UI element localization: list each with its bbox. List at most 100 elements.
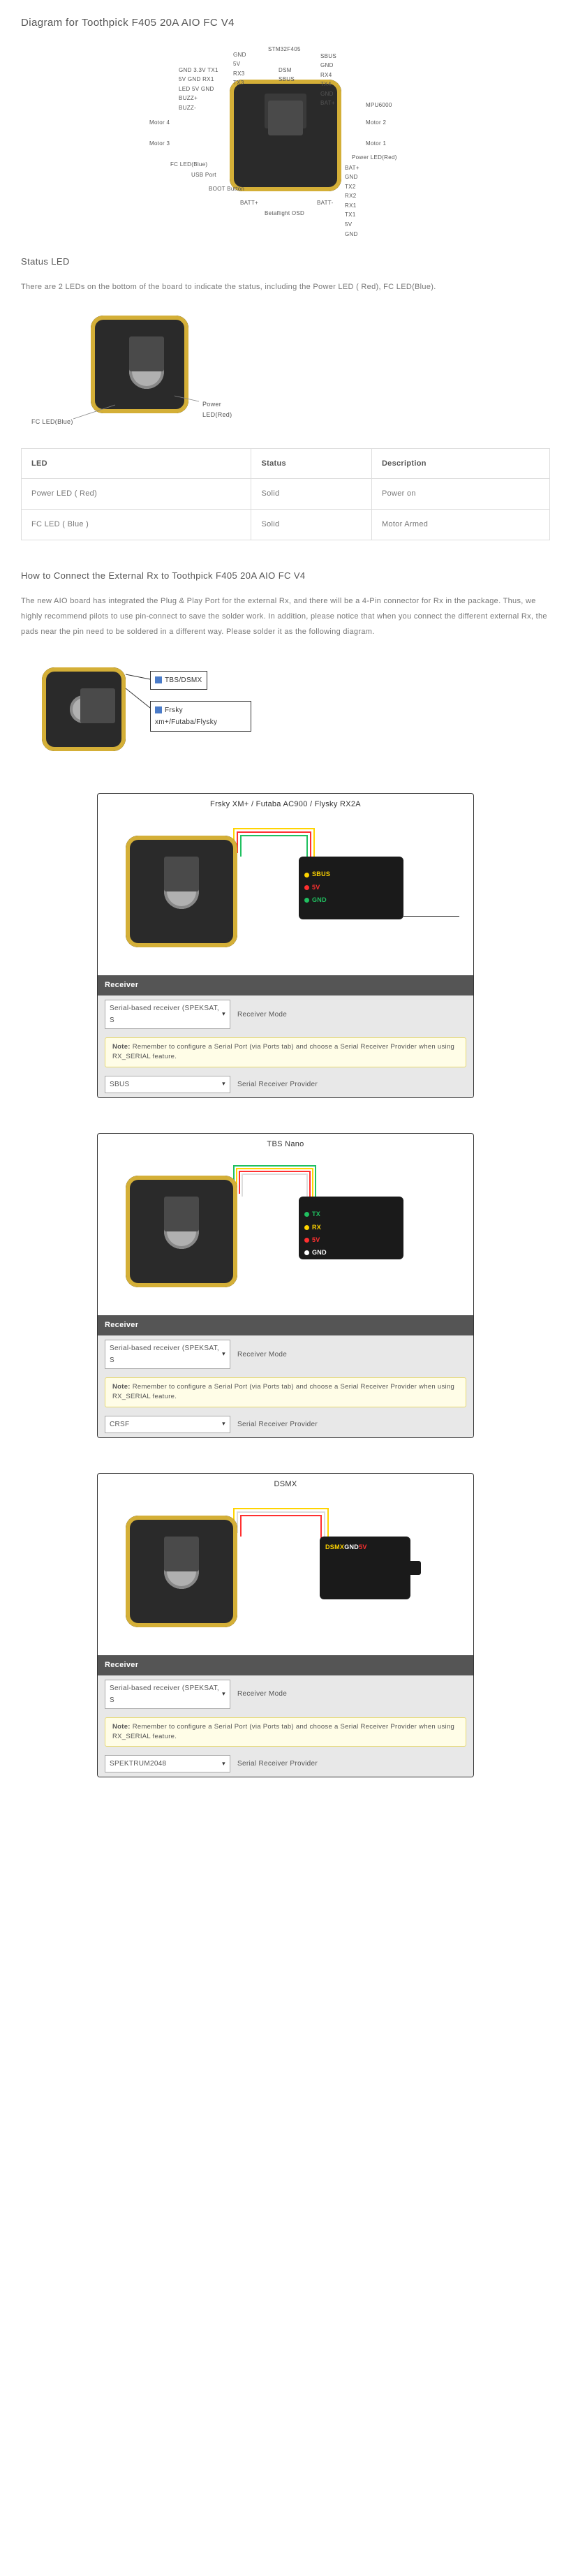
lbl-motor1: Motor 1 <box>366 139 386 149</box>
lbl-motor2: Motor 2 <box>366 118 386 128</box>
receiver-panel: Receiver Serial-based receiver (SPEKSAT,… <box>98 1315 473 1437</box>
rx-small-board <box>42 667 126 751</box>
antenna-icon <box>403 916 459 917</box>
lbl-osd: Betaflight OSD <box>265 209 304 219</box>
table-cell: Solid <box>251 509 371 540</box>
rx-module: SBUS 5V GND <box>299 857 403 919</box>
wiring-body: SBUS 5V GND <box>98 815 473 975</box>
coin-cell-icon-3 <box>164 874 199 909</box>
note-box: Note: Remember to configure a Serial Por… <box>105 1377 466 1407</box>
receiver-mode-row: Serial-based receiver (SPEKSAT, S Receiv… <box>98 995 473 1033</box>
coin-cell-icon-3 <box>164 1214 199 1249</box>
rx-pin-row: RX <box>304 1222 398 1233</box>
lbl-sbus-box: SBUSGNDRX4TX4GNDBAT+ <box>320 52 336 109</box>
receiver-mode-select[interactable]: Serial-based receiver (SPEKSAT, S <box>105 1680 230 1709</box>
receiver-panel: Receiver Serial-based receiver (SPEKSAT,… <box>98 1655 473 1777</box>
receiver-provider-label: Serial Receiver Provider <box>237 1419 318 1430</box>
receiver-header: Receiver <box>98 1655 473 1675</box>
note-box: Note: Remember to configure a Serial Por… <box>105 1037 466 1067</box>
table-cell: Power LED ( Red) <box>22 479 251 510</box>
lbl-pwrled2: Power LED(Red) <box>202 399 244 421</box>
receiver-panel: Receiver Serial-based receiver (SPEKSAT,… <box>98 975 473 1097</box>
rx-pin-row: 5V <box>359 1544 367 1550</box>
coin-cell-icon-3 <box>164 1554 199 1589</box>
wiring-card-title: DSMX <box>98 1474 473 1495</box>
receiver-mode-label: Receiver Mode <box>237 1009 287 1021</box>
receiver-mode-row: Serial-based receiver (SPEKSAT, S Receiv… <box>98 1675 473 1713</box>
table-cell: Motor Armed <box>371 509 549 540</box>
main-diagram-section: Diagram for Toothpick F405 20A AIO FC V4… <box>21 14 550 226</box>
blue-square-icon <box>155 676 162 683</box>
rx-pin-row: 5V <box>304 1235 398 1245</box>
receiver-provider-label: Serial Receiver Provider <box>237 1758 318 1770</box>
lbl-boot: BOOT Button <box>209 184 244 194</box>
led-table: LED Status Description Power LED ( Red)S… <box>21 448 550 540</box>
chip-icon <box>265 94 306 128</box>
receiver-provider-select[interactable]: SPEKTRUM2048 <box>105 1755 230 1772</box>
rx-pin-row: GND <box>304 895 398 905</box>
table-header-row: LED Status Description <box>22 448 550 479</box>
lbl-pwrled: Power LED(Red) <box>352 153 397 163</box>
wiring-body: TX RX 5V GND <box>98 1155 473 1315</box>
lbl-leftblock: GND 3.3V TX15V GND RX1LED 5V GNDBUZZ+BUZ… <box>179 66 218 113</box>
dsmx-antenna-icon <box>400 1561 421 1575</box>
callout-frsky-text: Frsky xm+/Futaba/Flysky <box>155 706 217 726</box>
rx-pin-row: TX <box>304 1209 398 1220</box>
rx-pin-row: DSMX <box>325 1544 344 1550</box>
rx-small-diagram: TBS/DSMX Frsky xm+/Futaba/Flysky <box>42 660 251 765</box>
rx-desc: The new AIO board has integrated the Plu… <box>21 593 550 639</box>
lbl-stm32: STM32F405 <box>268 45 301 54</box>
wiring-board-image <box>126 1176 237 1287</box>
wiring-card: Frsky XM+ / Futaba AC900 / Flysky RX2A S… <box>97 793 474 1098</box>
receiver-provider-label: Serial Receiver Provider <box>237 1079 318 1090</box>
table-cell: Power on <box>371 479 549 510</box>
callout-tbs-text: TBS/DSMX <box>165 676 202 684</box>
receiver-provider-row: SBUS Serial Receiver Provider <box>98 1072 473 1097</box>
status-diagram: FC LED(Blue) Power LED(Red) <box>35 309 244 427</box>
wiring-card-title: TBS Nano <box>98 1134 473 1155</box>
receiver-mode-select[interactable]: Serial-based receiver (SPEKSAT, S <box>105 1340 230 1369</box>
status-title: Status LED <box>21 254 550 269</box>
main-title: Diagram for Toothpick F405 20A AIO FC V4 <box>21 14 550 32</box>
callout-frsky: Frsky xm+/Futaba/Flysky <box>150 701 251 732</box>
rx-title: How to Connect the External Rx to Toothp… <box>21 568 550 584</box>
rx-module: TX RX 5V GND <box>299 1197 403 1259</box>
status-led-section: Status LED There are 2 LEDs on the botto… <box>21 254 550 540</box>
table-cell: Solid <box>251 479 371 510</box>
pin-dot-icon <box>304 1225 309 1230</box>
note-box: Note: Remember to configure a Serial Por… <box>105 1717 466 1747</box>
table-row: Power LED ( Red)SolidPower on <box>22 479 550 510</box>
coin-cell-icon <box>129 354 164 389</box>
receiver-provider-select[interactable]: CRSF <box>105 1416 230 1433</box>
th-status: Status <box>251 448 371 479</box>
lbl-mpu: MPU6000 <box>366 101 392 110</box>
table-cell: FC LED ( Blue ) <box>22 509 251 540</box>
receiver-mode-row: Serial-based receiver (SPEKSAT, S Receiv… <box>98 1335 473 1373</box>
rx-pin-row: GND <box>344 1544 359 1550</box>
receiver-mode-label: Receiver Mode <box>237 1688 287 1700</box>
lbl-motor3: Motor 3 <box>149 139 170 149</box>
rx-pin-row: 5V <box>304 882 398 893</box>
lbl-motor4: Motor 4 <box>149 118 170 128</box>
receiver-mode-select[interactable]: Serial-based receiver (SPEKSAT, S <box>105 1000 230 1029</box>
receiver-provider-select[interactable]: SBUS <box>105 1076 230 1093</box>
rx-pin-row: GND <box>304 1248 398 1258</box>
wiring-card: DSMX DSMXGND5V Receiver Serial-based rec… <box>97 1473 474 1778</box>
lbl-usb: USB Port <box>191 170 216 180</box>
rx-pin-row: SBUS <box>304 869 398 880</box>
pin-dot-icon <box>304 1212 309 1217</box>
rx-section: How to Connect the External Rx to Toothp… <box>21 568 550 1778</box>
status-desc: There are 2 LEDs on the bottom of the bo… <box>21 279 550 295</box>
receiver-mode-label: Receiver Mode <box>237 1349 287 1361</box>
wiring-card-title: Frsky XM+ / Futaba AC900 / Flysky RX2A <box>98 794 473 815</box>
receiver-provider-row: SPEKTRUM2048 Serial Receiver Provider <box>98 1751 473 1777</box>
wiring-board-image <box>126 836 237 947</box>
pin-dot-icon <box>304 885 309 890</box>
receiver-header: Receiver <box>98 975 473 995</box>
pin-dot-icon <box>304 873 309 878</box>
lbl-rightblock: BAT+GNDTX2RX2RX1TX15VGND <box>345 163 359 239</box>
wiring-board-image <box>126 1516 237 1627</box>
callout-tbs: TBS/DSMX <box>150 671 207 690</box>
lbl-battn: BATT- <box>317 198 334 208</box>
pin-dot-icon <box>304 1238 309 1243</box>
